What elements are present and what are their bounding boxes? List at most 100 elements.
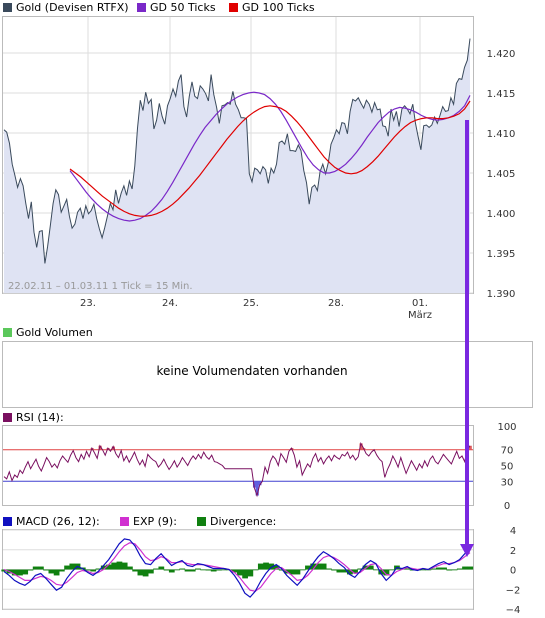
rsi-overbought-fill <box>98 445 102 450</box>
y-tick-label: 0 <box>510 566 516 577</box>
rsi-y-axis: 100 70 50 30 0 <box>497 422 516 512</box>
y-tick-label: 1.415 <box>487 89 516 100</box>
divergence-bar <box>388 569 395 571</box>
y-tick-label: 50 <box>501 462 514 473</box>
legend-swatch-volume <box>3 328 12 337</box>
divergence-bar <box>85 569 91 571</box>
divergence-bar <box>27 569 34 571</box>
divergence-bar <box>158 566 165 570</box>
rsi-legend: RSI (14): <box>3 411 64 424</box>
divergence-bar <box>100 565 107 570</box>
divergence-bar <box>357 568 364 570</box>
rsi-oversold-fill <box>252 481 257 488</box>
arrow-head <box>460 544 474 557</box>
rsi-overbought-fill <box>468 445 472 450</box>
divergence-bar <box>153 568 159 570</box>
rsi-plot-frame <box>2 425 474 506</box>
pointer-arrow <box>460 120 474 557</box>
divergence-bar <box>22 569 29 575</box>
divergence-bar <box>456 568 463 570</box>
divergence-bar <box>121 562 128 570</box>
divergence-bar <box>331 569 337 571</box>
series-line-gd100 <box>69 100 471 217</box>
divergence-bar <box>252 569 259 571</box>
divergence-bar <box>210 569 217 572</box>
y-tick-label: 30 <box>501 477 514 488</box>
volume-legend: Gold Volumen <box>3 326 93 339</box>
divergence-bar <box>242 569 248 579</box>
y-tick-label: 2 <box>510 546 516 557</box>
y-tick-label: 1.395 <box>487 249 516 260</box>
series-line-macd <box>3 538 471 598</box>
divergence-bar <box>189 569 196 572</box>
price-y-axis: 1.420 1.415 1.410 1.405 1.400 1.395 1.390 <box>487 49 516 300</box>
divergence-bar <box>352 569 358 574</box>
divergence-bar <box>17 569 23 576</box>
y-tick-label: 100 <box>497 422 516 433</box>
x-tick-label: 23. <box>80 298 96 309</box>
divergence-bar <box>420 569 426 571</box>
divergence-bar <box>404 568 411 570</box>
divergence-bar <box>116 561 123 570</box>
legend-label-exp: EXP (9): <box>133 515 177 528</box>
divergence-bar <box>247 569 254 577</box>
divergence-bar <box>435 567 442 570</box>
y-tick-label: 1.410 <box>487 129 516 140</box>
divergence-bar <box>179 568 186 570</box>
y-tick-label: 70 <box>501 446 514 457</box>
divergence-bar <box>127 566 133 570</box>
divergence-bar <box>237 569 243 576</box>
divergence-bar <box>53 569 60 576</box>
divergence-bar <box>147 569 154 574</box>
legend-label-price: Gold (Devisen RTFX) <box>16 1 129 14</box>
y-tick-label: −2 <box>506 585 521 596</box>
y-tick-label: 1.390 <box>487 289 516 300</box>
divergence-bar <box>383 569 390 576</box>
legend-label-divergence: Divergence: <box>210 515 276 528</box>
divergence-bar <box>48 569 55 574</box>
divergence-bar <box>315 563 322 570</box>
divergence-bar <box>341 569 348 573</box>
legend-label-macd: MACD (26, 12): <box>16 515 100 528</box>
divergence-bar <box>305 565 311 570</box>
divergence-bar <box>367 565 374 570</box>
divergence-bar <box>142 569 149 577</box>
divergence-bar <box>111 562 118 570</box>
divergence-bar <box>137 569 144 576</box>
y-tick-label: 4 <box>510 526 516 537</box>
divergence-bar <box>326 568 332 570</box>
divergence-bar <box>336 569 343 573</box>
divergence-bar <box>43 569 50 571</box>
y-tick-label: 1.400 <box>487 209 516 220</box>
series-line-gd50 <box>69 91 471 222</box>
divergence-bar <box>278 569 285 571</box>
volume-empty-message: keine Volumendaten vorhanden <box>156 364 347 378</box>
divergence-bar <box>11 569 18 576</box>
legend-swatch-rsi <box>3 413 12 422</box>
divergence-bar <box>174 569 180 571</box>
x-tick-label: März <box>408 310 432 321</box>
rsi-overbought-fill <box>359 443 363 450</box>
legend-swatch-exp <box>120 517 129 526</box>
legend-swatch-macd <box>3 517 12 526</box>
divergence-bar <box>257 563 264 570</box>
divergence-bar <box>299 569 306 571</box>
divergence-bar <box>1 569 8 572</box>
price-area-fill <box>4 38 470 293</box>
price-legend: Gold (Devisen RTFX) GD 50 Ticks GD 100 T… <box>3 1 315 14</box>
x-tick-label: 24. <box>162 298 178 309</box>
divergence-bar <box>362 565 369 570</box>
series-line-price <box>3 38 471 264</box>
divergence-bar <box>200 569 207 571</box>
divergence-bar <box>430 568 437 570</box>
divergence-bar <box>451 569 458 571</box>
divergence-bar <box>310 563 317 570</box>
legend-label-rsi: RSI (14): <box>16 411 64 424</box>
divergence-bar <box>184 569 191 572</box>
macd-y-axis: 4 2 0 −2 −4 <box>506 526 521 616</box>
legend-label-gd50: GD 50 Ticks <box>150 1 216 14</box>
divergence-bar <box>378 569 385 575</box>
x-tick-label: 01. <box>412 298 428 309</box>
divergence-bar <box>263 562 269 570</box>
